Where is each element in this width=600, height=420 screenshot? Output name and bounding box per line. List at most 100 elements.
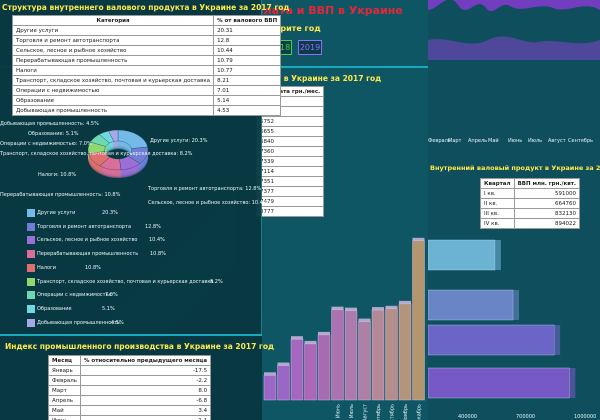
index-row-cell: Май <box>48 405 81 416</box>
legend-value: 10.8% <box>85 264 101 271</box>
legend-label: Транспорт, складское хозяйство, почтовая… <box>37 278 214 285</box>
legend-item[interactable]: Добывающая промышленность 4.5% <box>27 318 257 328</box>
gdp-axis-tick: 1000000 <box>574 414 596 420</box>
legend-swatch <box>27 304 35 313</box>
gdp-row: I кв. 591000 <box>480 188 581 199</box>
gdp-bar <box>428 239 496 271</box>
index-row: Февраль -2.2 <box>48 375 212 386</box>
legend-item[interactable]: Образование 5.1% <box>27 304 257 314</box>
structure-row-cell: Торговля и ремонт автотранспорта <box>11 35 215 46</box>
legend-label: Торговля и ремонт автотранспорта <box>37 223 132 230</box>
legend-item[interactable]: Операции с недвижимостью 7.0% <box>27 291 257 300</box>
gdp-bar-side <box>513 290 520 320</box>
month-axis-label: Март <box>448 138 462 144</box>
structure-row-cell: Операции с недвижимостью <box>11 85 215 96</box>
wage-row-cell: 6840 <box>255 136 325 147</box>
wage-bar <box>317 334 331 401</box>
gdp-row-cell: IV кв. <box>480 218 515 229</box>
structure-row-cell: 20.31 <box>213 25 282 36</box>
structure-row: Перерабатывающая промышленность 10.79 <box>11 55 282 66</box>
wage-month-label: Октябрь <box>390 404 396 420</box>
index-row-cell: -2.2 <box>79 375 212 386</box>
legend-item[interactable]: Сельское, лесное и рыбное хозяйство 10.4% <box>27 236 257 245</box>
legend-swatch <box>27 236 35 245</box>
gdp-row-cell: 894022 <box>513 218 581 229</box>
pie-data-label: Сельское, лесное и рыбное хозяйство: 10.… <box>148 200 268 206</box>
wage-row: 7360 <box>255 146 325 157</box>
wage-bar-top <box>331 306 344 310</box>
legend-swatch <box>27 250 35 259</box>
gdp-header-value: ВВП млн. грн./квт. <box>513 178 581 189</box>
index-row-cell: 8.0 <box>79 385 212 396</box>
legend-label: Другие услуги <box>37 210 76 216</box>
wage-row: 6840 <box>255 136 325 147</box>
wage-row-cell: 7360 <box>255 146 325 157</box>
legend-item[interactable]: Торговля и ремонт автотранспорта 12.8% <box>27 222 257 232</box>
structure-row: Налоги 10.77 <box>11 65 282 76</box>
structure-row: Сельское, лесное и рыбное хозяйство 10.44 <box>11 45 282 56</box>
index-header-month: Месяц <box>48 355 81 366</box>
wage-bar <box>331 309 344 401</box>
wage-bar-top <box>412 237 425 241</box>
index-row: Май 3.4 <box>48 405 212 416</box>
structure-row-cell: 4.53 <box>213 105 282 116</box>
structure-row-cell: 10.77 <box>213 65 282 76</box>
wage-bar <box>371 309 385 401</box>
wage-bar-top <box>264 372 276 376</box>
year-prompt: Выберите год <box>256 24 321 33</box>
index-row: Январь -17.5 <box>48 365 212 376</box>
legend-item[interactable]: Другие услуги 20.3% <box>27 209 257 218</box>
structure-table: Категория% от валового ВВП Другие услуги… <box>11 15 282 116</box>
structure-row-cell: 8.21 <box>213 75 282 86</box>
wage-row-cell: 7114 <box>255 166 325 177</box>
pie-data-label: Налоги: 10.8% <box>38 172 77 178</box>
gdp-bar-side <box>554 325 561 355</box>
structure-pie-chart <box>87 129 149 178</box>
month-axis-label: Сентябрь <box>568 138 593 144</box>
wage-row: 7339 <box>255 156 325 167</box>
month-axis-label: Август <box>548 138 566 144</box>
gdp-row-cell: 664760 <box>513 198 581 209</box>
wage-bar-top <box>372 307 384 311</box>
wage-bar <box>344 310 358 401</box>
gdp-header-quarter: Квартал <box>480 178 515 189</box>
index-row-cell: -17.5 <box>79 365 212 376</box>
wage-bar <box>290 338 304 401</box>
wage-bar <box>263 375 277 401</box>
legend-value: 5.1% <box>102 305 115 312</box>
pie-data-label: Образование: 5.1% <box>28 131 79 137</box>
wage-row-cell: 6752 <box>255 116 325 127</box>
legend-swatch <box>27 263 35 272</box>
index-row-cell: 3.4 <box>79 405 212 416</box>
gdp-axis-tick: 700000 <box>516 414 535 420</box>
legend-value: 10.4% <box>149 237 165 244</box>
gdp-table-title: Внутренний валовый продукт в Украине за … <box>430 164 600 172</box>
line-chart-area <box>428 0 600 12</box>
structure-row: Торговля и ремонт автотранспорта 12.8 <box>11 35 282 46</box>
gdp-bar <box>428 324 555 356</box>
legend-value: 8.2% <box>210 278 223 285</box>
gdp-row-cell: 832130 <box>513 208 581 219</box>
wage-row: 7114 <box>255 166 325 177</box>
month-axis-label: Июль <box>528 138 543 144</box>
pie-data-label: Другие услуги: 20.3% <box>150 138 208 144</box>
wage-bar-top <box>399 300 411 304</box>
legend-item[interactable]: Транспорт, складское хозяйство, почтовая… <box>27 277 257 287</box>
gdp-row: II кв. 664760 <box>480 198 581 209</box>
structure-header-category: Категория <box>11 15 215 26</box>
legend-item[interactable]: Перерабатывающая промышленность 10.8% <box>27 250 257 259</box>
legend-value: 4.5% <box>111 319 124 326</box>
pie-data-label: Перерабатывающая промышленность: 10.8% <box>0 192 121 198</box>
production-index-panel: Индекс промышленного производства в Укра… <box>0 334 274 420</box>
wage-bar-top <box>318 331 330 335</box>
legend-item[interactable]: Налоги 10.8% <box>27 263 257 273</box>
legend-label: Налоги <box>37 264 56 271</box>
year-2019-button[interactable]: 2019 <box>298 40 322 55</box>
wage-month-label: Ноябрь <box>403 404 409 420</box>
gdp-structure-panel: Структура внутреннего валового продукта … <box>0 0 289 334</box>
legend-label: Образование <box>37 305 72 312</box>
production-index-table: Месяц% относительно предыдущего месяца Я… <box>48 355 212 420</box>
index-row-cell: -6.8 <box>79 395 212 406</box>
wage-month-label: Июнь <box>336 404 342 418</box>
structure-title: Структура внутреннего валового продукта … <box>2 3 290 12</box>
